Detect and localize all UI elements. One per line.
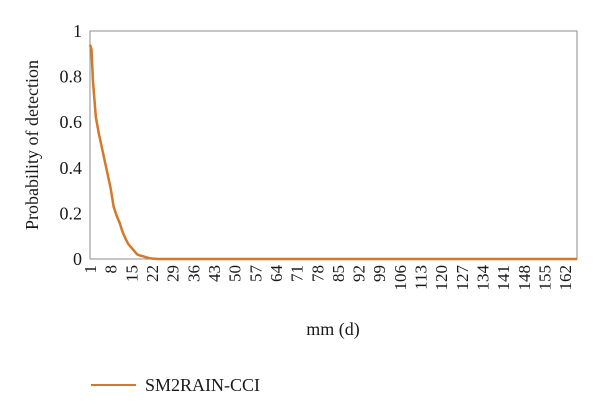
- x-tick-label: 22: [143, 265, 162, 282]
- x-tick-label: 127: [453, 265, 472, 291]
- x-tick-label: 71: [288, 265, 307, 282]
- x-tick-label: 57: [246, 265, 265, 283]
- x-tick-label: 1: [81, 265, 100, 274]
- y-tick-label: 1: [73, 21, 82, 41]
- x-tick-label: 50: [226, 265, 245, 282]
- x-tick-labels: 1 8 15 22 29 36 43 50 57 64 71 78 85 92 99 106 113 120 127…: [81, 265, 575, 291]
- plot-frame: [89, 30, 578, 260]
- x-tick-label: 155: [536, 265, 555, 291]
- y-tick-label: 0.4: [60, 158, 83, 178]
- x-tick-label: 141: [494, 265, 513, 291]
- y-tick-label: 0.8: [60, 67, 83, 87]
- x-tick-label: 36: [184, 265, 203, 282]
- x-tick-label: 15: [122, 265, 141, 282]
- x-tick-label: 113: [412, 265, 431, 290]
- x-tick-label: 78: [308, 265, 327, 282]
- series-line: [88, 44, 577, 261]
- legend: SM2RAIN-CCI: [91, 375, 260, 395]
- y-tick-label: 0: [73, 249, 82, 269]
- x-tick-label: 106: [391, 265, 410, 291]
- x-tick-label: 99: [370, 265, 389, 282]
- y-axis-label: Probability of detection: [22, 60, 42, 230]
- x-tick-label: 148: [515, 265, 534, 291]
- x-tick-label: 29: [164, 265, 183, 282]
- x-tick-label: 85: [329, 265, 348, 282]
- x-tick-label: 43: [205, 265, 224, 282]
- y-tick-labels: 0 0.2 0.4 0.6 0.8 1: [60, 21, 83, 269]
- x-tick-label: 134: [474, 265, 493, 291]
- x-tick-label: 92: [350, 265, 369, 282]
- series-layer: [88, 44, 577, 261]
- x-tick-label: 120: [432, 265, 451, 291]
- x-tick-label: 64: [267, 265, 286, 283]
- x-axis-label: mm (d): [306, 319, 360, 340]
- x-tick-label: 8: [102, 265, 121, 274]
- x-tick-label: 162: [556, 265, 575, 291]
- y-tick-label: 0.6: [60, 112, 83, 132]
- legend-label: SM2RAIN-CCI: [145, 375, 260, 395]
- y-tick-label: 0.2: [60, 203, 83, 223]
